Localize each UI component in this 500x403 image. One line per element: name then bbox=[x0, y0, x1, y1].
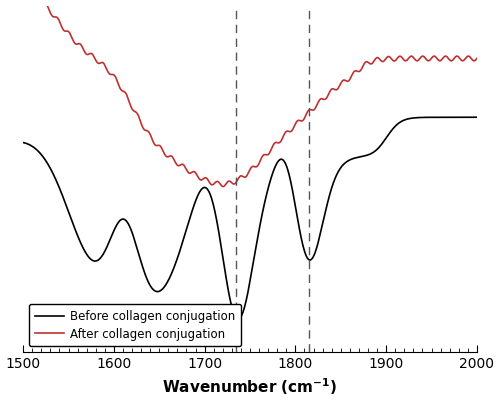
Before collagen conjugation bbox=[451, 115, 457, 120]
After collagen conjugation bbox=[266, 152, 272, 157]
Line: After collagen conjugation: After collagen conjugation bbox=[23, 0, 477, 187]
Legend: Before collagen conjugation, After collagen conjugation: Before collagen conjugation, After colla… bbox=[29, 304, 242, 347]
Before collagen conjugation bbox=[116, 219, 122, 224]
Before collagen conjugation bbox=[254, 243, 260, 248]
After collagen conjugation bbox=[116, 84, 122, 89]
Before collagen conjugation bbox=[266, 185, 272, 190]
Before collagen conjugation bbox=[33, 147, 39, 152]
Line: Before collagen conjugation: Before collagen conjugation bbox=[23, 117, 477, 320]
Before collagen conjugation bbox=[34, 147, 40, 152]
After collagen conjugation bbox=[254, 164, 260, 169]
After collagen conjugation bbox=[451, 56, 457, 61]
Before collagen conjugation bbox=[20, 140, 26, 145]
X-axis label: $\bf{Wavenumber\ (cm^{-1})}$: $\bf{Wavenumber\ (cm^{-1})}$ bbox=[162, 377, 338, 397]
After collagen conjugation bbox=[220, 184, 226, 189]
After collagen conjugation bbox=[474, 56, 480, 61]
Before collagen conjugation bbox=[474, 115, 480, 120]
Before collagen conjugation bbox=[235, 317, 241, 322]
